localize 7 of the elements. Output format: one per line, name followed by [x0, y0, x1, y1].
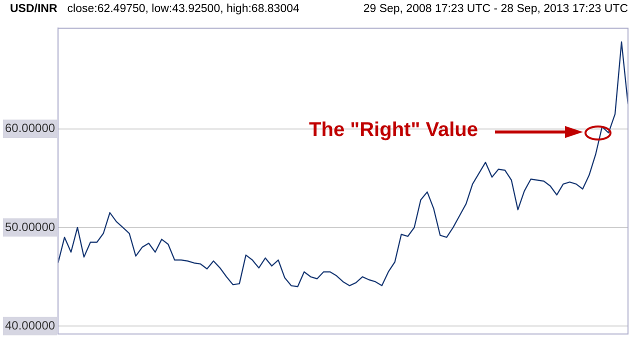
chart-subtitle: close:62.49750, low:43.92500, high:68.83004: [67, 3, 300, 15]
annotation: The "Right" Value: [309, 119, 478, 142]
y-tick-label: 50.00000: [4, 220, 56, 234]
chart-title: USD/INR: [10, 3, 58, 15]
y-tick-label: 40.00000: [4, 318, 56, 332]
text: 29 Sep, 2008 17:23 UTC - 28 Sep, 2013 17:23 UTC: [363, 3, 628, 15]
y-tick-label: 60.00000: [4, 121, 56, 136]
